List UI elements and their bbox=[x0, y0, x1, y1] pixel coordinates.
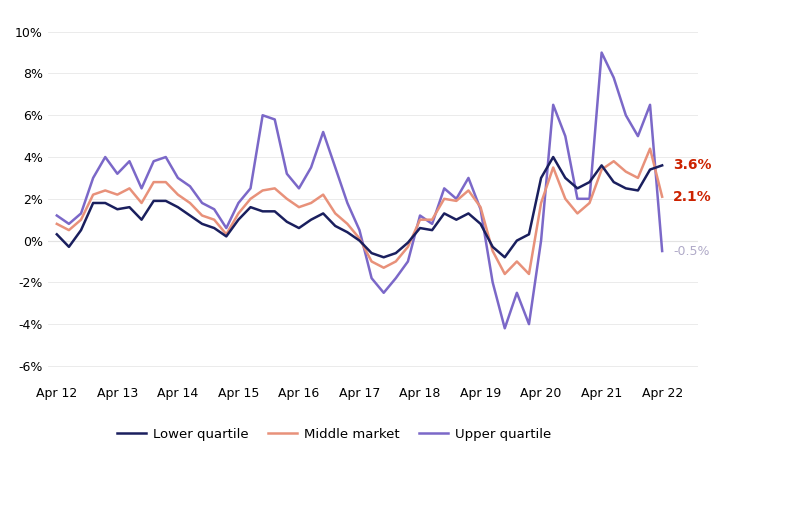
Middle market bbox=[246, 196, 255, 202]
Line: Lower quartile: Lower quartile bbox=[57, 157, 662, 258]
Upper quartile bbox=[646, 102, 655, 108]
Upper quartile bbox=[500, 325, 510, 331]
Upper quartile bbox=[597, 50, 606, 56]
Middle market bbox=[646, 145, 655, 152]
Upper quartile bbox=[52, 212, 62, 219]
Line: Middle market: Middle market bbox=[57, 148, 662, 274]
Lower quartile bbox=[548, 154, 558, 160]
Text: -0.5%: -0.5% bbox=[673, 245, 710, 258]
Lower quartile bbox=[658, 162, 667, 168]
Lower quartile bbox=[646, 166, 655, 173]
Middle market bbox=[52, 221, 62, 227]
Middle market bbox=[633, 175, 642, 181]
Middle market bbox=[451, 198, 461, 204]
Lower quartile bbox=[185, 212, 194, 219]
Middle market bbox=[658, 194, 667, 200]
Middle market bbox=[185, 200, 194, 206]
Upper quartile bbox=[658, 248, 667, 254]
Text: 2.1%: 2.1% bbox=[673, 190, 712, 204]
Lower quartile bbox=[246, 204, 255, 210]
Middle market bbox=[234, 210, 243, 217]
Lower quartile bbox=[464, 210, 474, 217]
Middle market bbox=[500, 271, 510, 277]
Upper quartile bbox=[234, 200, 243, 206]
Lower quartile bbox=[379, 254, 389, 261]
Upper quartile bbox=[246, 185, 255, 191]
Upper quartile bbox=[185, 183, 194, 189]
Legend: Lower quartile, Middle market, Upper quartile: Lower quartile, Middle market, Upper qua… bbox=[112, 422, 556, 446]
Upper quartile bbox=[451, 196, 461, 202]
Lower quartile bbox=[52, 231, 62, 238]
Lower quartile bbox=[500, 254, 510, 261]
Upper quartile bbox=[488, 279, 498, 285]
Line: Upper quartile: Upper quartile bbox=[57, 53, 662, 328]
Text: 3.6%: 3.6% bbox=[673, 158, 711, 173]
Middle market bbox=[488, 248, 498, 254]
Lower quartile bbox=[234, 217, 243, 223]
